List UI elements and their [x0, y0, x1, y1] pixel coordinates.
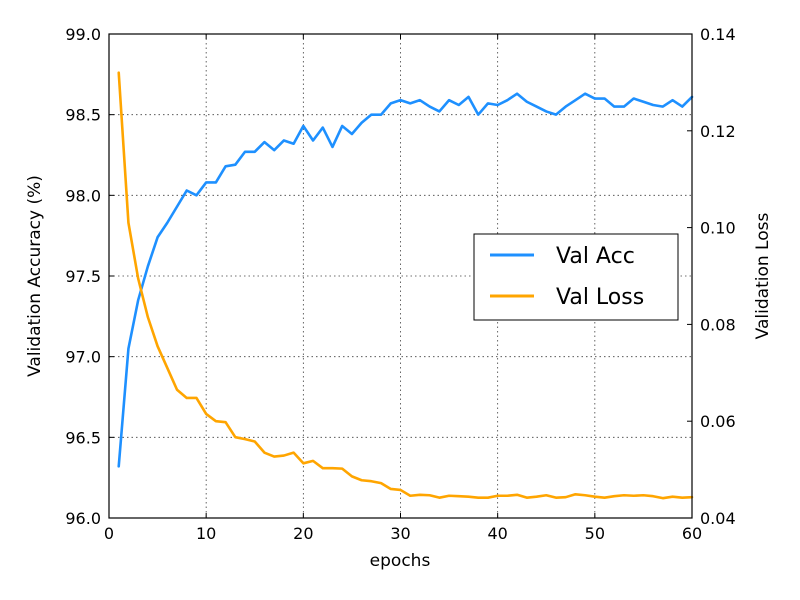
- y-right-tick-label: 0.06: [700, 412, 736, 431]
- y-right-tick-label: 0.08: [700, 315, 736, 334]
- x-tick-label: 0: [104, 524, 114, 543]
- x-tick-label: 40: [487, 524, 507, 543]
- y-axis-right-label: Validation Loss: [753, 213, 773, 340]
- x-tick-label: 10: [196, 524, 216, 543]
- series-line-val-loss: [117, 71, 694, 500]
- y-axis-left-label: Validation Accuracy (%): [25, 175, 45, 377]
- y-right-tick-label: 0.04: [700, 509, 736, 528]
- y-right-tick-label: 0.12: [700, 122, 736, 141]
- y-left-tick-label: 96.5: [65, 428, 101, 447]
- x-tick-label: 20: [293, 524, 313, 543]
- x-axis-label: epochs: [370, 551, 431, 571]
- x-tick-label: 30: [390, 524, 410, 543]
- series-line-val-acc: [117, 92, 694, 468]
- y-left-tick-label: 96.0: [65, 509, 101, 528]
- axis-ticks: 0 10 20 30 40 50 60 96.0 96.5 97.0 97.5 98.0 98.5 99.…: [65, 25, 735, 543]
- legend: Val Acc Val Loss: [473, 233, 679, 321]
- legend-label-val-loss: Val Loss: [556, 285, 644, 310]
- legend-box: [473, 233, 679, 321]
- legend-label-val-acc: Val Acc: [556, 244, 635, 269]
- y-left-tick-label: 99.0: [65, 25, 101, 44]
- x-tick-label: 60: [682, 524, 702, 543]
- series-layer: [117, 71, 694, 500]
- y-right-tick-label: 0.14: [700, 25, 736, 44]
- y-left-tick-label: 98.0: [65, 186, 101, 205]
- x-tick-label: 50: [585, 524, 605, 543]
- y-right-tick-label: 0.10: [700, 219, 736, 238]
- y-left-tick-label: 97.5: [65, 267, 101, 286]
- y-left-tick-label: 97.0: [65, 348, 101, 367]
- y-left-tick-label: 98.5: [65, 106, 101, 125]
